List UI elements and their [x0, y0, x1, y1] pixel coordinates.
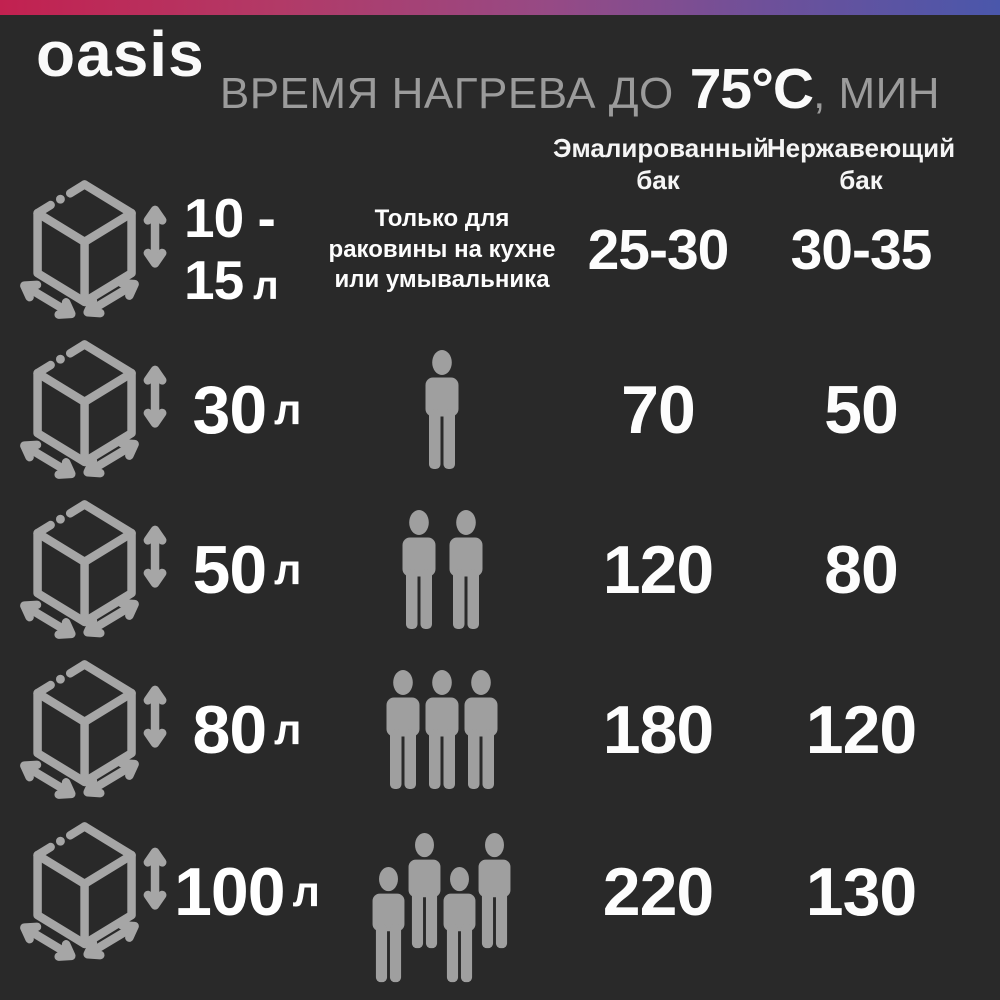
volume-label: 100 л — [172, 812, 322, 972]
person-silhouette-icon — [473, 832, 516, 950]
enamel-time-value: 120 — [602, 532, 714, 608]
volume-unit: л — [292, 867, 320, 916]
volume-cube-icon — [14, 334, 176, 488]
usage-note: Только для раковины на кухне или умываль… — [306, 170, 578, 330]
person-silhouette-icon — [420, 349, 464, 471]
volume-label: 30 л — [172, 330, 322, 490]
volume-label: 80 л — [172, 650, 322, 810]
usage-note-line: или умывальника — [334, 266, 550, 294]
volume-cube-icon — [14, 174, 176, 328]
column-header-enamel: Эмалированный бак — [553, 133, 769, 195]
person-silhouette-icon — [381, 669, 425, 791]
column-header-stainless: Нержавеющий бак — [766, 133, 956, 195]
usage-note-line: Только для — [374, 204, 510, 232]
volume-unit: л — [274, 385, 302, 434]
volume-number: 30 — [192, 372, 268, 448]
volume-unit: л — [274, 705, 302, 754]
person-silhouette-icon — [397, 509, 441, 631]
volume-cube-icon — [14, 816, 176, 970]
volume-range-line2: 15 — [184, 249, 244, 311]
volume-label: 50 л — [172, 490, 322, 650]
person-silhouette-icon — [420, 669, 464, 791]
title-prefix: ВРЕМЯ НАГРЕВА ДО — [219, 69, 674, 118]
title-suffix: , МИН — [813, 69, 941, 118]
persons-group — [306, 490, 578, 650]
volume-unit: л — [274, 545, 302, 594]
brand-gradient-bar — [0, 0, 1000, 15]
volume-cube-icon — [14, 494, 176, 648]
usage-note-line: раковины на кухне — [328, 235, 556, 263]
volume-range-line1: 10 - — [184, 187, 276, 250]
volume-number: 50 — [192, 532, 268, 608]
volume-number: 100 — [174, 854, 285, 930]
volume-number: 80 — [192, 692, 268, 768]
persons-group — [363, 818, 523, 994]
person-silhouette-icon — [444, 509, 488, 631]
enamel-time-value: 220 — [602, 854, 714, 930]
volume-cube-icon — [14, 654, 176, 808]
stainless-time-value: 50 — [824, 372, 899, 448]
volume-label: 10 - 15 л — [172, 170, 322, 330]
persons-group — [306, 330, 578, 490]
persons-group — [306, 650, 578, 810]
stainless-time-value: 30-35 — [790, 218, 933, 282]
title-temperature: 75°C — [689, 57, 814, 121]
stainless-time-value: 80 — [824, 532, 899, 608]
page-title: ВРЕМЯ НАГРЕВА ДО 75°C , МИН — [200, 56, 960, 121]
person-silhouette-icon — [459, 669, 503, 791]
brand-logo: oasis — [36, 18, 205, 90]
enamel-time-value: 180 — [602, 692, 714, 768]
volume-unit: л — [253, 264, 278, 308]
stainless-time-value: 120 — [805, 692, 917, 768]
enamel-time-value: 25-30 — [587, 218, 730, 282]
stainless-time-value: 130 — [805, 854, 917, 930]
enamel-time-value: 70 — [621, 372, 696, 448]
